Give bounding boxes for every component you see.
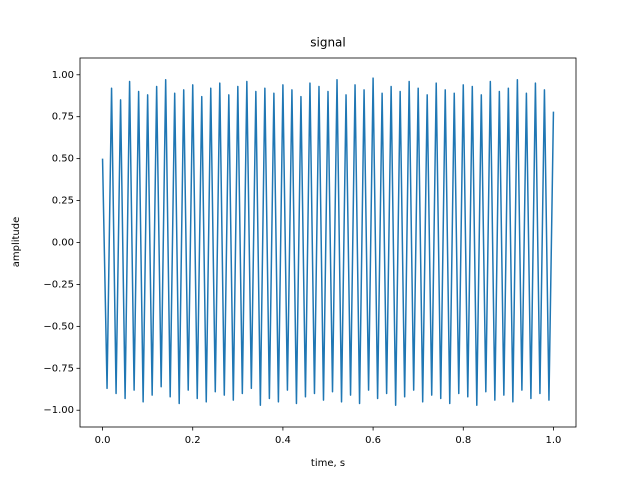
x-tick-label: 0.6 xyxy=(365,435,381,446)
y-tick-label: −0.50 xyxy=(43,321,74,332)
y-tick-label: 0.50 xyxy=(52,154,74,165)
y-tick-label: 1.00 xyxy=(52,70,74,81)
x-tick-label: 0.4 xyxy=(275,435,291,446)
y-axis-label: amplitude xyxy=(11,217,22,268)
x-tick-label: 0.8 xyxy=(455,435,471,446)
y-tick-label: 0.00 xyxy=(52,238,74,249)
y-tick-label: 0.75 xyxy=(52,112,74,123)
y-tick-label: −0.75 xyxy=(43,363,74,374)
signal-line xyxy=(101,77,555,406)
x-tick-label: 0.0 xyxy=(95,435,111,446)
x-axis-label: time, s xyxy=(311,458,345,469)
x-tick-label: 1.0 xyxy=(546,435,562,446)
x-tick-label: 0.2 xyxy=(185,435,201,446)
y-tick-label: −1.00 xyxy=(43,405,74,416)
chart-title: signal xyxy=(310,36,346,50)
y-tick-label: 0.25 xyxy=(52,196,74,207)
y-tick-label: −0.25 xyxy=(43,279,74,290)
